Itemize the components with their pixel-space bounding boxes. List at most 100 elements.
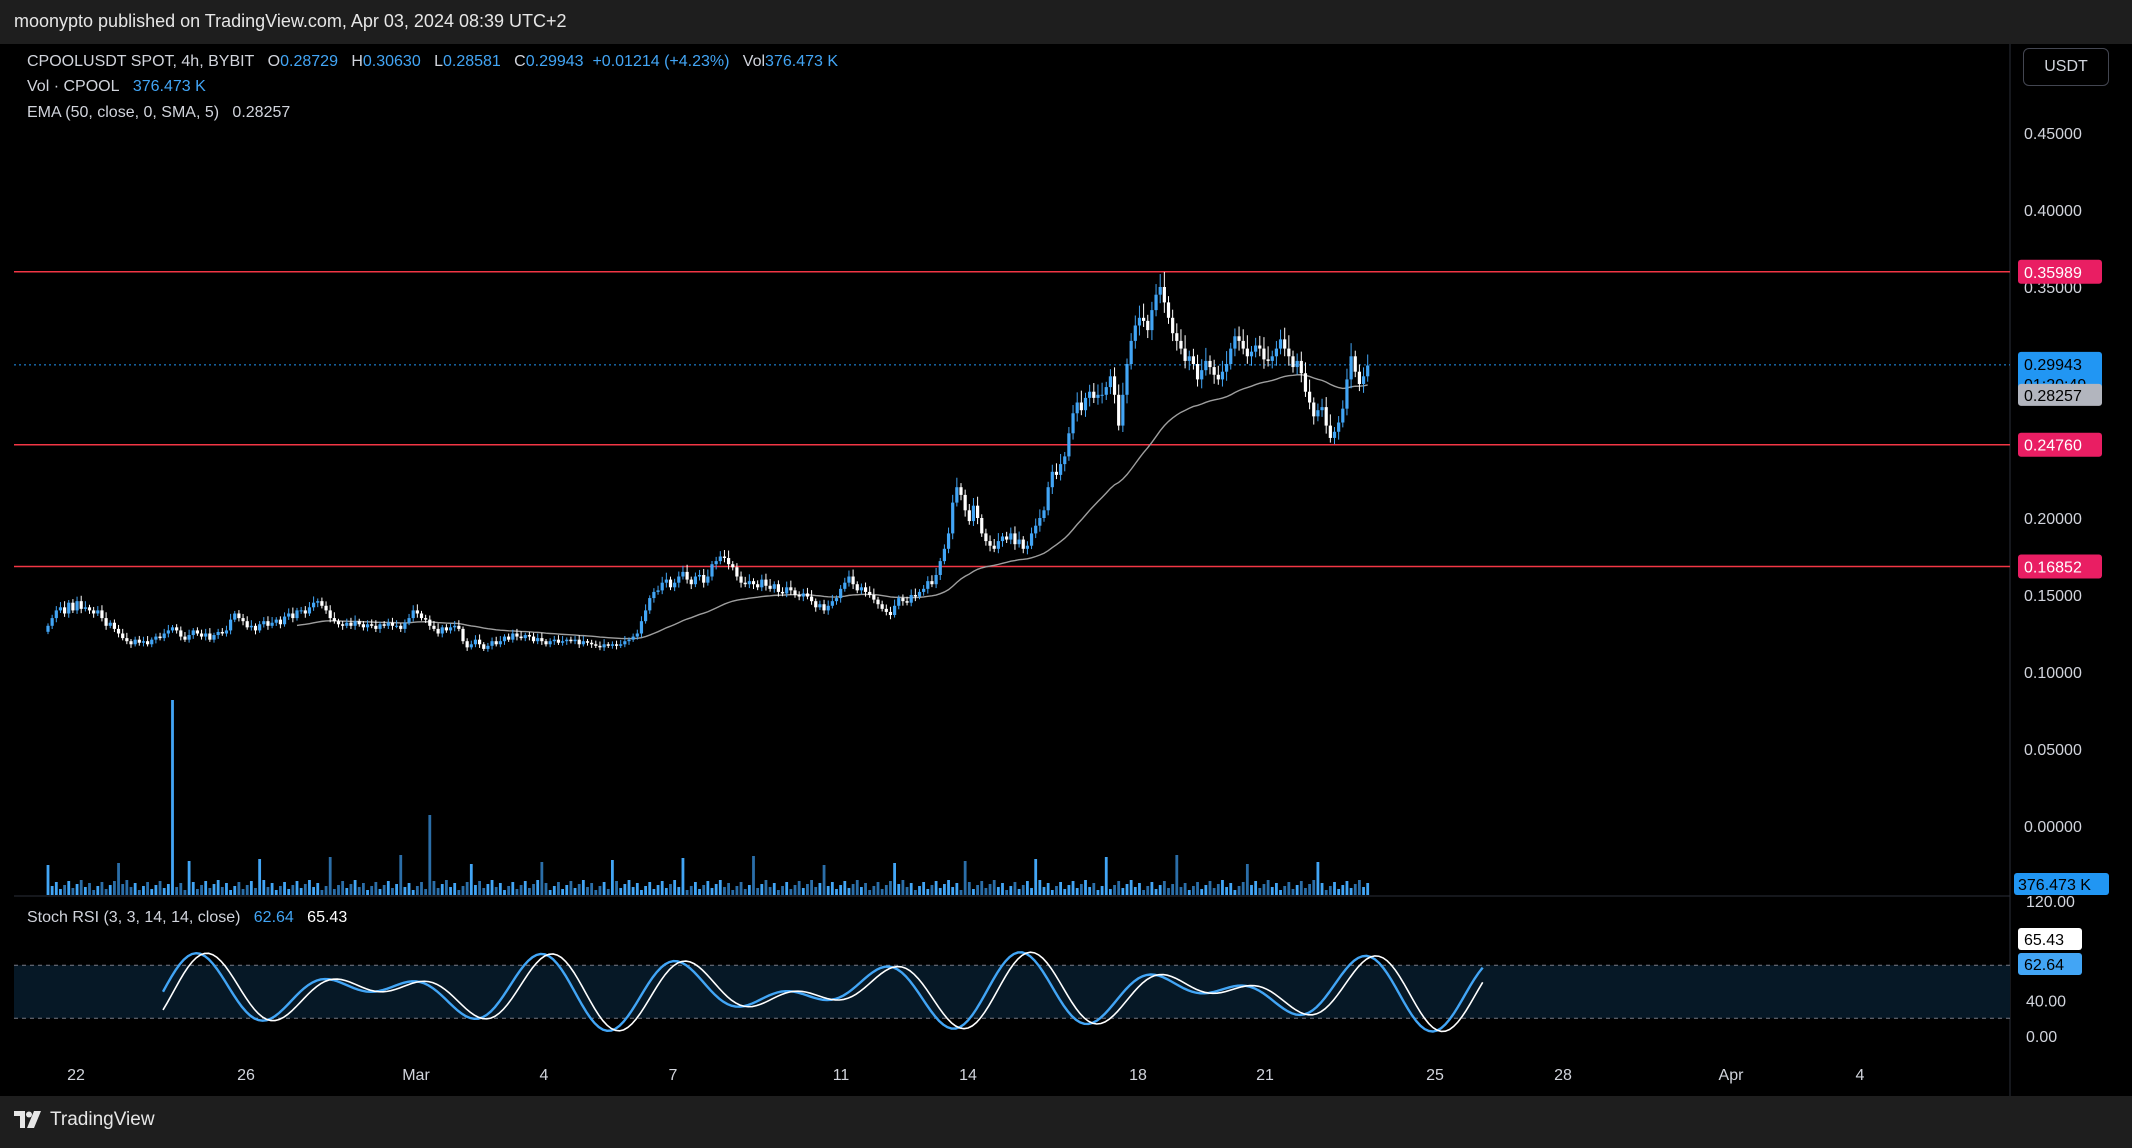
candle-body: [598, 645, 602, 648]
candle-body: [531, 636, 536, 642]
candle-body: [349, 622, 353, 626]
volume-bar: [266, 887, 270, 895]
tradingview-brand[interactable]: TradingView: [14, 1109, 155, 1131]
volume-bar: [714, 884, 718, 895]
candle-body: [96, 610, 100, 614]
volume-bar: [478, 881, 481, 895]
candle-body: [652, 591, 656, 599]
candle-body: [614, 644, 619, 646]
volume-bar: [1079, 884, 1083, 895]
candle-body: [897, 598, 901, 606]
candle-body: [847, 576, 851, 583]
candle-body: [170, 627, 175, 631]
currency-button[interactable]: USDT: [2023, 48, 2109, 86]
candle-body: [473, 639, 478, 645]
chart-frame[interactable]: [14, 44, 2118, 1096]
volume-bar: [498, 883, 502, 895]
candle-body: [1038, 518, 1042, 526]
candle-body: [1200, 370, 1204, 380]
legend-stoch: Stoch RSI (3, 3, 14, 14, close) 62.64 65…: [27, 909, 347, 927]
candle-body: [1216, 374, 1220, 380]
volume-bar: [220, 887, 224, 895]
volume-bar: [1183, 883, 1187, 895]
candle-body: [112, 622, 116, 629]
candle-body: [1009, 533, 1013, 540]
candle-body: [116, 628, 121, 634]
candle-body: [1179, 340, 1183, 349]
volume-bar: [415, 886, 419, 895]
volume-bar: [822, 865, 826, 895]
symbol-text[interactable]: CPOOLUSDT SPOT, 4h, BYBIT: [27, 53, 255, 70]
candle-body: [656, 590, 660, 592]
volume-bar: [959, 890, 963, 895]
volume-bar: [129, 887, 133, 895]
stoch-indicator-name[interactable]: Stoch RSI (3, 3, 14, 14, close): [27, 909, 241, 926]
volume-bar: [951, 887, 955, 895]
candle-body: [942, 548, 946, 562]
candle-body: [602, 644, 606, 648]
candle-body: [1075, 402, 1079, 414]
candle-body: [183, 636, 187, 640]
volume-bar: [1328, 886, 1332, 895]
candle-body: [1013, 533, 1017, 545]
candle-body: [930, 581, 934, 585]
candle-body: [1295, 360, 1299, 368]
candle-body: [1262, 348, 1266, 360]
candle-body: [482, 644, 486, 649]
candle-body: [282, 616, 287, 625]
volume-bar: [1287, 882, 1291, 895]
volume-bar: [1196, 882, 1199, 895]
volume-bar: [67, 881, 71, 895]
candle-body: [424, 618, 428, 620]
candle-body: [390, 622, 395, 626]
candle-body: [1287, 348, 1291, 357]
candle-body: [556, 639, 561, 643]
candle-body: [1171, 317, 1175, 334]
volume-indicator-name[interactable]: Vol · CPOOL: [27, 78, 120, 95]
volume-bar: [677, 887, 681, 895]
candle-body: [1100, 394, 1104, 396]
candle-body: [789, 587, 793, 591]
volume-bar: [552, 886, 556, 895]
candle-body: [764, 579, 768, 586]
candle-body: [834, 598, 839, 602]
volume-bar: [63, 885, 66, 895]
volume-bar: [1245, 864, 1249, 895]
time-axis: 22 26 Mar 4 7 11 14 18 21 25 28 Apr 4: [67, 1067, 1864, 1084]
volume-bar: [996, 887, 1000, 895]
volume-bar: [440, 884, 444, 895]
candle-body: [722, 556, 727, 559]
candle-body: [1112, 376, 1117, 395]
volume-bar: [967, 882, 971, 895]
candle-body: [154, 636, 158, 640]
volume-bar: [469, 864, 473, 895]
candle-body: [1137, 317, 1142, 326]
candle-body: [204, 633, 208, 637]
stoch-tick-label: 120.00: [2026, 894, 2075, 911]
volume-bar: [59, 889, 62, 895]
candle-body: [137, 639, 141, 643]
volume-bar: [249, 881, 253, 895]
ema-indicator-name[interactable]: EMA (50, close, 0, SMA, 5): [27, 104, 220, 121]
candle-body: [490, 641, 494, 646]
volume-bar: [747, 885, 751, 895]
volume-bar: [909, 883, 913, 895]
candle-body: [810, 596, 814, 602]
volume-bar: [96, 886, 100, 895]
candle-body: [830, 601, 834, 606]
volume-bar: [428, 815, 432, 895]
volume-bar: [482, 888, 486, 895]
volume-bar: [1250, 885, 1253, 895]
volume-bar: [727, 883, 730, 895]
candle-body: [1000, 536, 1005, 542]
stoch-d-line: [162, 951, 1484, 1033]
volume-bar: [104, 889, 108, 895]
volume-bar: [673, 880, 677, 895]
volume-bar: [337, 885, 340, 895]
volume-bar: [1200, 889, 1204, 895]
candle-body: [54, 610, 58, 619]
candle-body: [1063, 456, 1067, 465]
volume-bar: [926, 889, 930, 895]
volume-bar: [370, 886, 374, 895]
